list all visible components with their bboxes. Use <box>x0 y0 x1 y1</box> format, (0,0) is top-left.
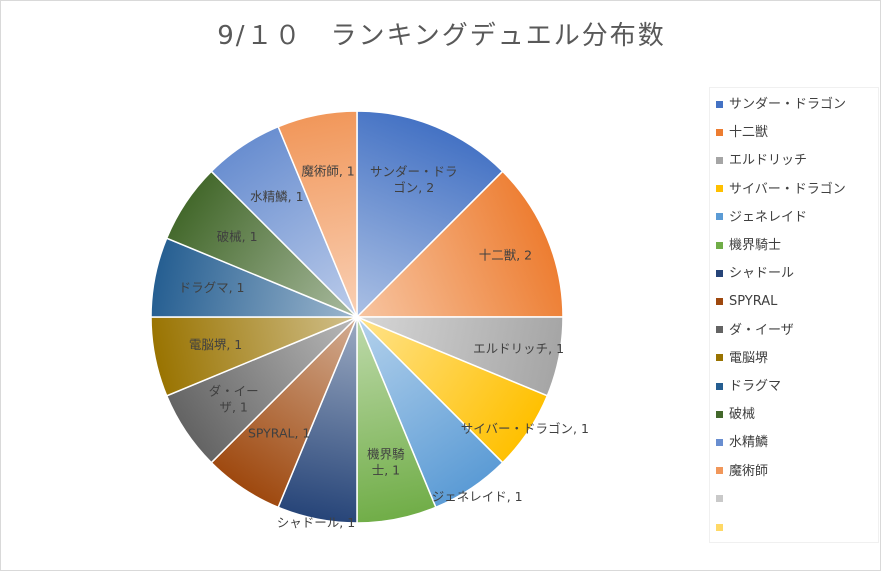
legend-item: ダ・イーザ <box>716 320 794 342</box>
pie-slice <box>355 170 564 318</box>
slice-data-label: エルドリッチ, 1 <box>473 341 564 356</box>
legend-item: サイバー・ドラゴン <box>716 179 846 201</box>
legend-label: エルドリッチ <box>729 153 808 169</box>
legend-swatch <box>716 269 723 277</box>
slice-data-label: ドラグマ, 1 <box>179 280 245 295</box>
legend-swatch <box>716 326 723 334</box>
legend-label: ジェネレイド <box>729 209 808 225</box>
legend-label: 魔術師 <box>729 463 769 479</box>
legend-label: 電脳堺 <box>729 350 769 366</box>
legend-item: シャドール <box>716 263 794 285</box>
legend-swatch <box>716 495 723 503</box>
legend-label: 水精鱗 <box>729 435 769 451</box>
legend-swatch <box>716 354 723 362</box>
legend-item: 機界騎士 <box>716 235 781 257</box>
slice-data-label: 十二獣, 2 <box>479 248 532 263</box>
legend-item: サンダー・ドラゴン <box>716 94 846 116</box>
legend-item: 破械 <box>716 404 755 426</box>
slice-data-label: 魔術師, 1 <box>301 164 354 179</box>
legend-item: ジェネレイド <box>716 207 807 229</box>
legend-item: ドラグマ <box>716 376 781 398</box>
pie-slices <box>150 110 564 524</box>
legend-swatch <box>716 438 723 446</box>
slice-data-label: シャドール, 1 <box>277 515 355 530</box>
legend-swatch <box>716 128 723 136</box>
slice-data-label: ジェネレイド, 1 <box>432 489 523 504</box>
legend-swatch <box>716 467 723 475</box>
slice-data-label: 電脳堺, 1 <box>189 337 242 352</box>
legend-label: 破械 <box>729 407 756 423</box>
legend-item: SPYRAL <box>716 291 777 313</box>
legend-swatch <box>716 410 723 418</box>
legend-item: 電脳堺 <box>716 348 768 370</box>
slice-data-label: サンダー・ドラゴン, 2 <box>370 164 458 195</box>
legend-label: サンダー・ドラゴン <box>729 97 847 112</box>
legend-item: 水精鱗 <box>716 432 768 454</box>
chart-title: 9/１０ ランキングデュエル分布数 <box>217 21 666 51</box>
legend-item: エルドリッチ <box>716 150 807 172</box>
chart-legend: サンダー・ドラゴン 十二獣エルドリッチサイバー・ドラゴン ジェネレイド 機界騎士シャド… <box>709 87 879 543</box>
legend-swatch <box>716 185 723 193</box>
legend-swatch <box>716 241 723 249</box>
slice-data-label: ダ・イーザ, 1 <box>209 383 259 414</box>
pie-slice <box>277 110 358 318</box>
legend-swatch <box>716 382 723 390</box>
legend-item: 十二獣 <box>716 122 768 144</box>
legend-swatch <box>716 213 723 221</box>
legend-item <box>716 517 729 539</box>
legend-label: 十二獣 <box>729 125 769 141</box>
slice-data-label: 破械, 1 <box>217 229 258 244</box>
legend-label: 機界騎士 <box>729 238 782 253</box>
legend-swatch <box>716 523 723 531</box>
legend-swatch <box>716 100 723 108</box>
slice-data-label: 機界騎士, 1 <box>367 446 405 477</box>
legend-swatch <box>716 156 723 164</box>
pie-data-labels: サンダー・ドラゴン, 2 十二獣, 2 エルドリッチ, 1 サイバー・ドラゴン, 1 ジ… <box>179 164 589 531</box>
pie-slice <box>356 110 504 319</box>
legend-label: ドラグマ <box>729 379 782 394</box>
legend-label: ダ・イーザ <box>729 322 794 338</box>
slice-data-label: サイバー・ドラゴン, 1 <box>461 421 589 436</box>
legend-label: シャドール <box>729 266 795 282</box>
legend-label: サイバー・ドラゴン <box>729 181 846 197</box>
slice-data-label: 水精鱗, 1 <box>250 189 303 204</box>
legend-label: SPYRAL <box>729 294 778 310</box>
legend-item <box>716 489 729 511</box>
slice-data-label: SPYRAL, 1 <box>248 425 310 440</box>
legend-item: 魔術師 <box>716 461 768 483</box>
legend-swatch <box>716 297 723 305</box>
